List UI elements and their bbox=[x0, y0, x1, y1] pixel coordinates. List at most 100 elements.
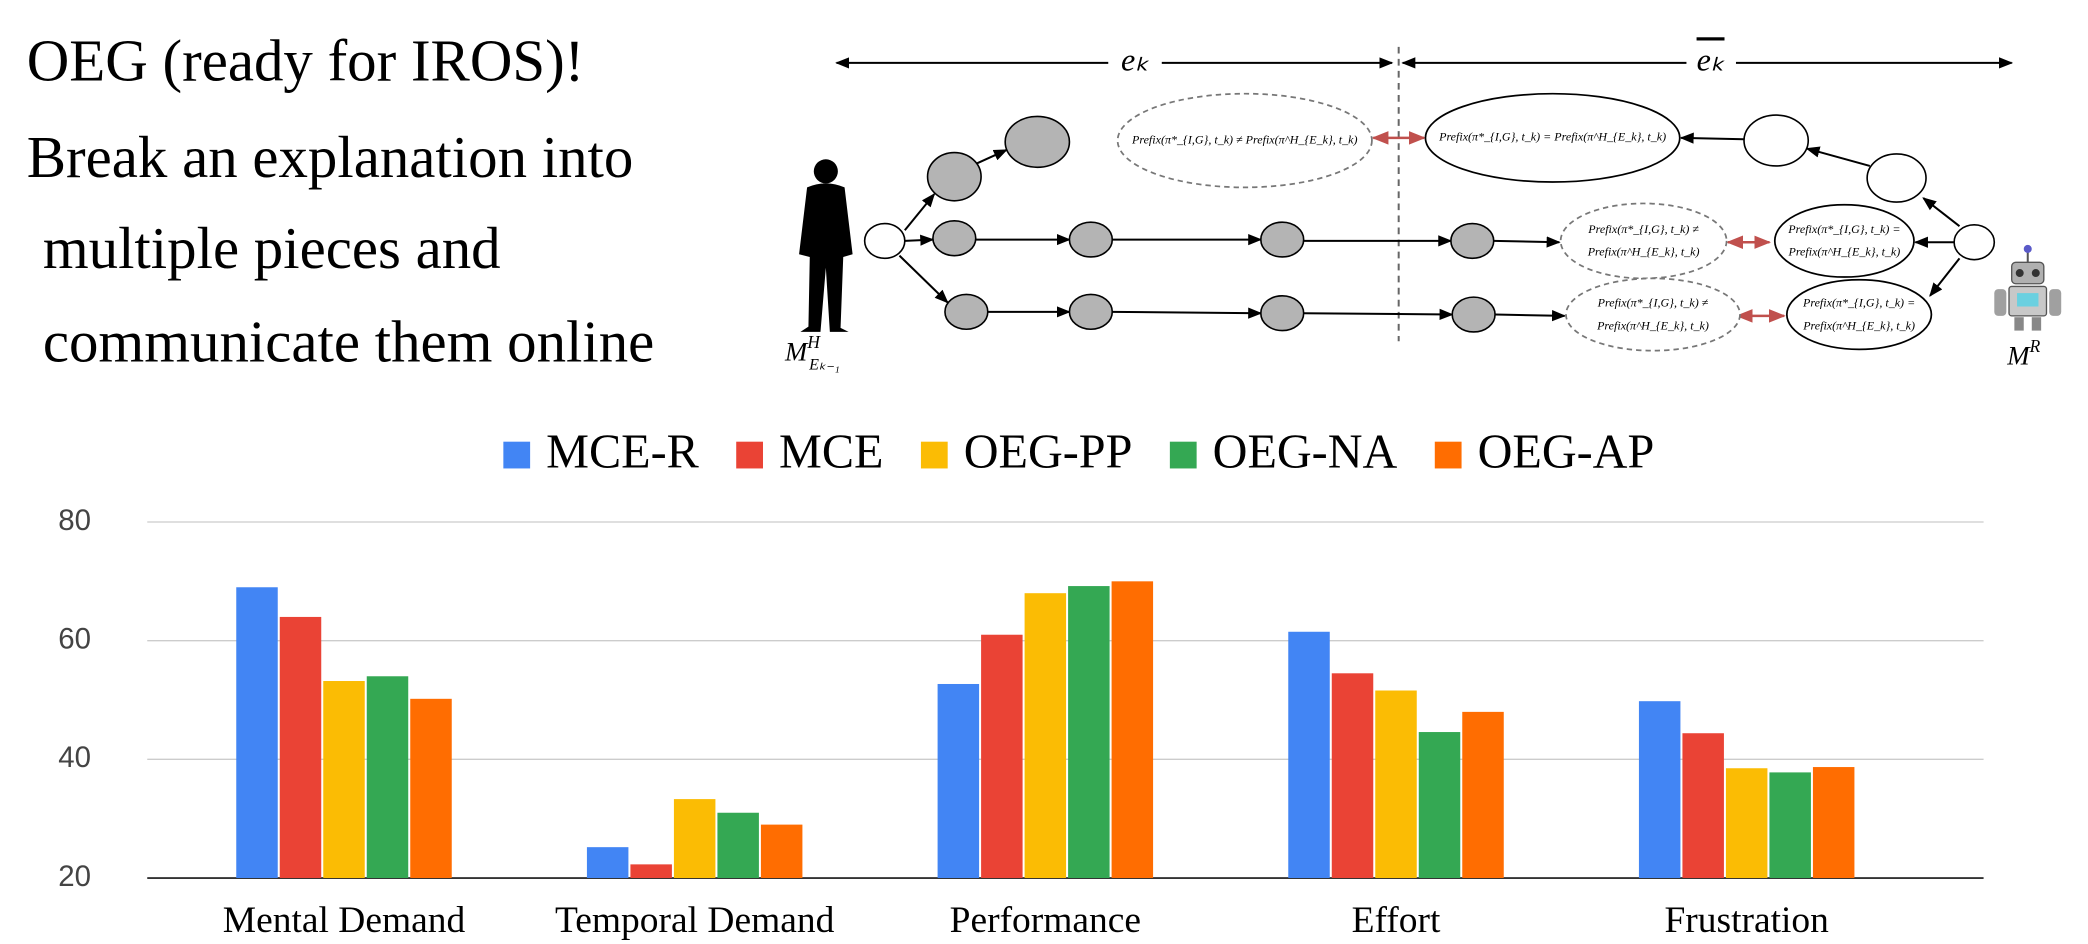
edge-arrow bbox=[899, 256, 947, 303]
bar bbox=[981, 635, 1022, 878]
edge-arrow bbox=[1495, 315, 1565, 316]
bar bbox=[367, 676, 408, 878]
x-tick-label: Performance bbox=[950, 900, 1141, 941]
legend-label: OEG-AP bbox=[1478, 425, 1655, 478]
bar bbox=[1639, 701, 1680, 878]
model-sup: H bbox=[806, 333, 821, 352]
state-node bbox=[865, 224, 905, 259]
prefix-ellipse bbox=[1787, 280, 1932, 350]
slide-line: multiple pieces and bbox=[43, 216, 501, 281]
model-sub: Eₖ₋₁ bbox=[808, 356, 840, 373]
state-node bbox=[1867, 154, 1926, 202]
legend-swatch bbox=[1435, 442, 1462, 469]
bar bbox=[1288, 632, 1329, 878]
bar bbox=[1682, 733, 1723, 878]
prefix-label: Prefix(π*_{I,G}, t_k) = bbox=[1787, 222, 1900, 236]
prefix-ellipse bbox=[1561, 203, 1727, 278]
x-tick-label: Temporal Demand bbox=[555, 900, 835, 941]
bar bbox=[1375, 691, 1416, 879]
bar bbox=[1068, 586, 1109, 878]
legend-label: OEG-PP bbox=[964, 425, 1133, 478]
page: {"slide": {"lines": ["OEG (ready for IRO… bbox=[0, 0, 2088, 944]
prefix-label: Prefix(π^H_{E_k}, t_k) bbox=[1587, 245, 1700, 259]
state-node bbox=[1451, 224, 1494, 259]
edge-arrow bbox=[905, 194, 934, 230]
state-node bbox=[1452, 297, 1495, 332]
edge-arrow bbox=[1807, 149, 1870, 166]
bar bbox=[717, 813, 758, 878]
model-label: MH Eₖ₋₁ bbox=[784, 333, 840, 373]
prefix-label: Prefix(π*_{I,G}, t_k) = Prefix(π^H_{E_k}… bbox=[1438, 130, 1666, 144]
state-node bbox=[1261, 296, 1304, 331]
model-base: M bbox=[2006, 341, 2031, 371]
prefix-label: Prefix(π*_{I,G}, t_k) ≠ bbox=[1587, 222, 1699, 236]
legend: MCE-R MCE OEG-PP OEG-NA OEG-AP bbox=[503, 425, 1654, 478]
bar bbox=[1025, 593, 1066, 878]
prefix-label: Prefix(π*_{I,G}, t_k) ≠ Prefix(π^H_{E_k}… bbox=[1131, 132, 1358, 146]
bar bbox=[236, 587, 277, 878]
prefix-label: Prefix(π^H_{E_k}, t_k) bbox=[1596, 318, 1709, 332]
model-sup: R bbox=[2029, 337, 2041, 356]
edge-arrow bbox=[1494, 241, 1560, 242]
edge-arrow bbox=[1930, 258, 1959, 295]
span-label: eₖ bbox=[1697, 41, 1725, 77]
state-node bbox=[1005, 116, 1069, 167]
state-node bbox=[933, 221, 976, 256]
edge-arrow bbox=[1112, 312, 1261, 313]
y-tick-label: 20 bbox=[58, 860, 91, 893]
bar bbox=[761, 825, 802, 878]
state-node bbox=[1261, 222, 1304, 257]
legend-swatch bbox=[921, 442, 948, 469]
bar bbox=[1462, 712, 1503, 878]
human-figure bbox=[799, 159, 853, 332]
bar bbox=[1332, 673, 1373, 878]
prefix-label: Prefix(π^H_{E_k}, t_k) bbox=[1802, 318, 1915, 332]
y-tick-label: 80 bbox=[58, 504, 91, 537]
legend-label: OEG-NA bbox=[1213, 425, 1398, 478]
x-tick-label: Effort bbox=[1352, 900, 1441, 941]
model-label: MR bbox=[2006, 337, 2040, 371]
y-tick-label: 60 bbox=[58, 622, 91, 655]
prefix-ellipse bbox=[1775, 205, 1914, 277]
bar bbox=[1769, 772, 1810, 878]
bar bbox=[323, 681, 364, 878]
y-tick-label: 40 bbox=[58, 741, 91, 774]
prefix-label: Prefix(π*_{I,G}, t_k) = bbox=[1802, 296, 1915, 310]
bar bbox=[674, 799, 715, 878]
slide-line: Break an explanation into bbox=[27, 125, 634, 190]
prefix-label: Prefix(π*_{I,G}, t_k) ≠ bbox=[1597, 296, 1709, 310]
model-base: M bbox=[784, 337, 809, 367]
bar bbox=[410, 699, 451, 878]
legend-swatch bbox=[1170, 442, 1197, 469]
edge-arrow bbox=[905, 240, 933, 241]
bar bbox=[938, 684, 979, 878]
state-node bbox=[1069, 294, 1112, 329]
state-node bbox=[1744, 115, 1808, 166]
state-node bbox=[1069, 222, 1112, 257]
edge-arrow bbox=[977, 150, 1006, 163]
edge-arrow bbox=[1681, 138, 1744, 139]
legend-label: MCE-R bbox=[546, 425, 699, 478]
legend-swatch bbox=[736, 442, 763, 469]
slide-text: OEG (ready for IROS)! Break an explanati… bbox=[27, 28, 655, 374]
bar bbox=[587, 847, 628, 878]
bar bbox=[1813, 767, 1854, 878]
prefix-label: Prefix(π^H_{E_k}, t_k) bbox=[1787, 245, 1900, 259]
state-node bbox=[945, 294, 988, 329]
bar bbox=[1112, 581, 1153, 878]
slide: OEG (ready for IROS)! Break an explanati… bbox=[0, 0, 2088, 944]
slide-line: OEG (ready for IROS)! bbox=[27, 28, 585, 93]
bar bbox=[1726, 768, 1767, 878]
prefix-ellipse bbox=[1566, 278, 1740, 350]
x-tick-label: Frustration bbox=[1664, 900, 1829, 941]
bar bbox=[280, 617, 321, 878]
x-tick-label: Mental Demand bbox=[223, 900, 466, 941]
robot-figure bbox=[1994, 245, 2061, 331]
legend-label: MCE bbox=[779, 425, 883, 478]
bar bbox=[630, 864, 671, 878]
edge-arrow bbox=[1923, 198, 1959, 226]
edge-arrow bbox=[1304, 313, 1453, 314]
bar bbox=[1419, 732, 1460, 878]
legend-swatch bbox=[503, 442, 530, 469]
